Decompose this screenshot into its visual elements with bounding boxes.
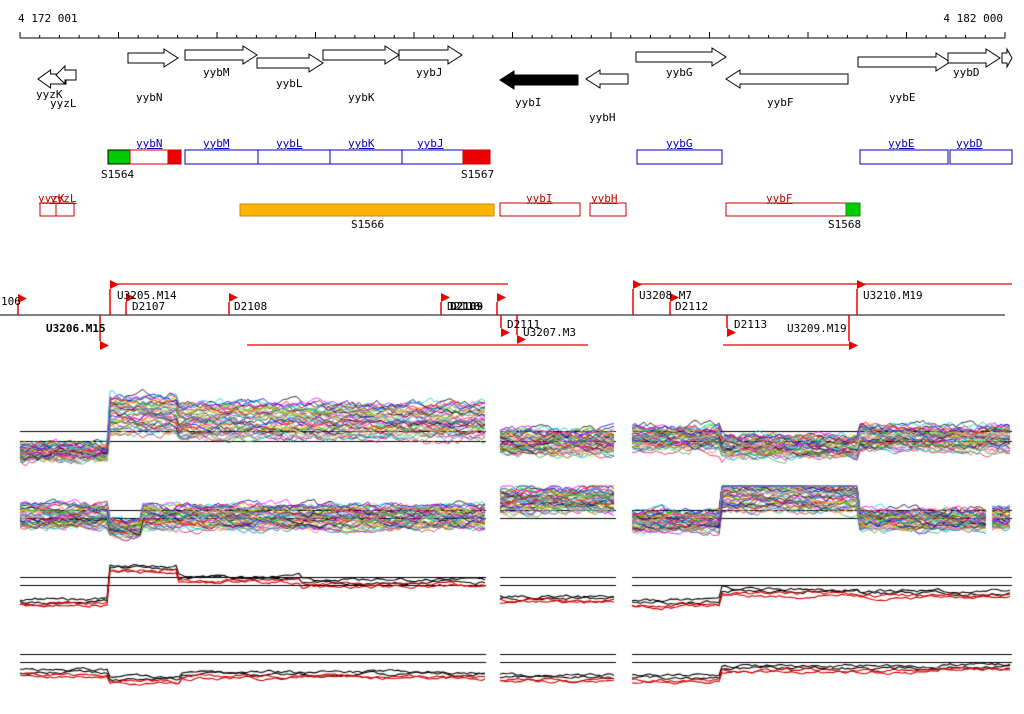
gene-arrow-label-yybJ: yybJ <box>416 66 443 79</box>
gene-arrow-label-yybM: yybM <box>203 66 230 79</box>
shift-flag-U3210.M19[interactable] <box>857 280 866 289</box>
gene-link-yybI[interactable]: yybI <box>526 192 553 205</box>
segment-box-upper-7[interactable] <box>462 149 491 165</box>
shift-marker-label-D2107: D2107 <box>132 300 166 313</box>
gene-arrow-yybN[interactable] <box>127 48 179 68</box>
segment-box-upper-6[interactable] <box>401 149 464 165</box>
segment-box-upper-0[interactable] <box>107 149 131 165</box>
gene-link-yybN[interactable]: yybN <box>136 137 163 150</box>
shift-marker-label-D2110: D2110 <box>447 300 481 313</box>
shift-flag-U3208.M7[interactable] <box>633 280 642 289</box>
gene-arrow-label-yyzL: yyzL <box>50 97 77 110</box>
shift-flag-D2112[interactable] <box>670 293 679 302</box>
segment-box-upper-10[interactable] <box>949 149 1013 165</box>
shift-marker-label-D2111: D2111 <box>507 318 541 331</box>
gene-arrow-yybH[interactable] <box>585 69 629 89</box>
segment-box-upper-9[interactable] <box>859 149 949 165</box>
gene-arrow-label-yybG: yybG <box>666 66 693 79</box>
gene-link-yyzL[interactable]: yyzL <box>50 192 77 205</box>
segment-box-upper-3[interactable] <box>184 149 259 165</box>
gene-arrow-yybF[interactable] <box>725 69 849 89</box>
shift-flag-D2113[interactable] <box>727 328 736 337</box>
shift-flag-D2110[interactable] <box>441 293 450 302</box>
segment-label-S1564: S1564 <box>101 168 135 181</box>
shift-marker-label-D2112: D2112 <box>675 300 709 313</box>
segment-box-upper-8[interactable] <box>636 149 723 165</box>
gene-arrow-label-yyzK: yyzK <box>36 88 63 101</box>
gene-link-yybM[interactable]: yybM <box>203 137 230 150</box>
segment-box-upper-4[interactable] <box>257 149 331 165</box>
gene-arrow-label-yybK: yybK <box>348 91 375 104</box>
segment-box-lower-3[interactable] <box>499 202 581 217</box>
shift-flag-106[interactable] <box>18 294 27 303</box>
segment-box-upper-5[interactable] <box>329 149 403 165</box>
shift-marker-label-U3206.M15: U3206.M15 <box>46 322 106 335</box>
shift-marker-label-106: 106 <box>1 295 21 308</box>
shift-flag-U3205.M14[interactable] <box>110 280 119 289</box>
segment-label-S1567: S1567 <box>461 168 495 181</box>
shift-marker-label-U3210.M19: U3210.M19 <box>863 289 923 302</box>
gene-link-yybH[interactable]: yybH <box>591 192 618 205</box>
gene-arrow-label-yybE: yybE <box>889 91 916 104</box>
segment-box-lower-2[interactable] <box>239 203 495 217</box>
gene-link-yybL[interactable]: yybL <box>276 137 303 150</box>
shift-marker-label-U3205.M14: U3205.M14 <box>117 289 177 302</box>
gene-arrow-label-yybI: yybI <box>515 96 542 109</box>
gene-link-yyzK[interactable]: yyzK <box>38 192 65 205</box>
gene-link-yybE[interactable]: yybE <box>888 137 915 150</box>
gene-arrow-label-yybL: yybL <box>276 77 303 90</box>
ruler-end-coordinate: 4 182 000 <box>943 12 1003 25</box>
shift-flag-U3209.M19[interactable] <box>849 341 858 350</box>
gene-arrow-label-yybD: yybD <box>953 66 980 79</box>
segment-label-S1566: S1566 <box>351 218 385 231</box>
segment-box-upper-1[interactable] <box>129 149 169 165</box>
gene-arrow-yybG[interactable] <box>635 47 727 67</box>
gene-link-yybJ[interactable]: yybJ <box>417 137 444 150</box>
shift-flag-D2111[interactable] <box>501 328 510 337</box>
gene-arrow-yybI[interactable] <box>499 70 579 90</box>
gene-arrow-label-yybN: yybN <box>136 91 163 104</box>
shift-marker-label-D2108: D2108 <box>234 300 268 313</box>
shift-marker-label-D2109: D2109 <box>450 300 484 313</box>
gene-arrow-yybL[interactable] <box>256 53 324 73</box>
gene-arrow-partial[interactable] <box>1001 47 1013 69</box>
shift-flag-D2108[interactable] <box>229 293 238 302</box>
segment-box-lower-1[interactable] <box>55 202 75 217</box>
gene-arrow-yybK[interactable] <box>322 45 400 65</box>
segment-box-lower-4[interactable] <box>589 202 627 217</box>
shift-marker-label-D2113: D2113 <box>734 318 768 331</box>
shift-flag-U3206.M15[interactable] <box>100 341 109 350</box>
gene-link-yybK[interactable]: yybK <box>348 137 375 150</box>
shift-flag-D2107[interactable] <box>126 293 135 302</box>
gene-arrow-label-yybH: yybH <box>589 111 616 124</box>
gene-arrow-yyzL[interactable] <box>55 64 77 86</box>
shift-flag-U3207.M3[interactable] <box>517 335 526 344</box>
gene-arrow-yybJ[interactable] <box>398 45 463 65</box>
shift-marker-label-U3207.M3: U3207.M3 <box>523 326 576 339</box>
gene-arrow-yybE[interactable] <box>857 52 951 72</box>
shift-marker-label-U3208.M7: U3208.M7 <box>639 289 692 302</box>
gene-arrow-yybD[interactable] <box>947 48 1001 68</box>
gene-link-yybD[interactable]: yybD <box>956 137 983 150</box>
gene-arrow-yybM[interactable] <box>184 45 258 65</box>
gene-arrow-label-yybF: yybF <box>767 96 794 109</box>
shift-flag-D2109[interactable] <box>497 293 506 302</box>
gene-link-yybG[interactable]: yybG <box>666 137 693 150</box>
shift-marker-label-U3209.M19: U3209.M19 <box>787 322 847 335</box>
segment-box-upper-2[interactable] <box>167 149 182 165</box>
segment-box-lower-6[interactable] <box>845 202 861 217</box>
segment-label-S1568: S1568 <box>828 218 862 231</box>
ruler-start-coordinate: 4 172 001 <box>18 12 78 25</box>
gene-link-yybF[interactable]: yybF <box>766 192 793 205</box>
